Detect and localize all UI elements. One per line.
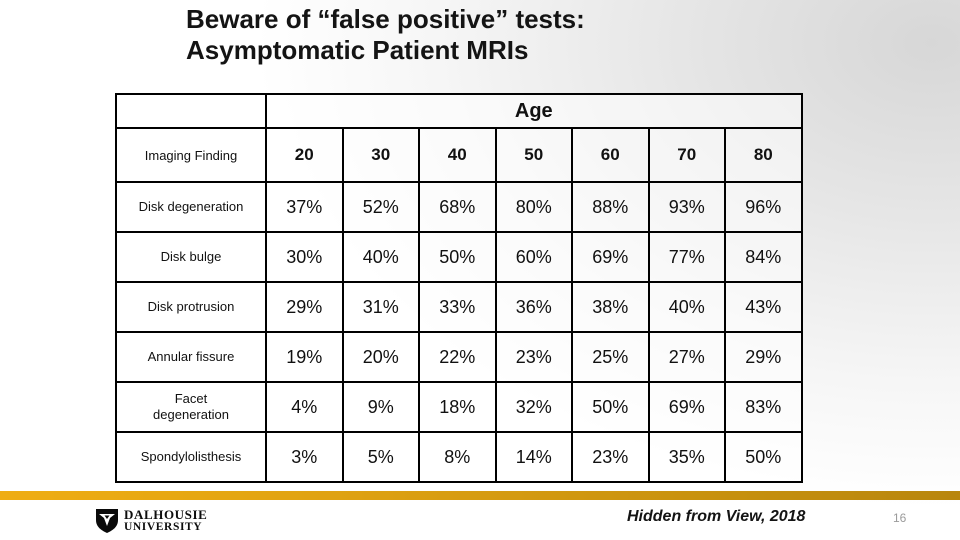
- corner-cell: [115, 93, 267, 129]
- table-row-disk-protrusion: Disk protrusion 29% 31% 33% 36% 38% 40% …: [115, 281, 803, 333]
- table-cell: 33%: [418, 281, 497, 333]
- age-column-70: 70: [647, 127, 726, 183]
- table-cell: 29%: [265, 281, 344, 333]
- table-cell: 27%: [647, 331, 726, 383]
- age-column-40: 40: [418, 127, 497, 183]
- table-cell: 50%: [418, 231, 497, 283]
- table-cell: 60%: [494, 231, 573, 283]
- table-cell: 25%: [571, 331, 650, 383]
- column-header-row: Imaging Finding 20 30 40 50 60 70 80: [115, 127, 803, 183]
- logo-university-name-line1: DALHOUSIE: [124, 507, 208, 522]
- age-column-80: 80: [724, 127, 803, 183]
- table-cell: 68%: [418, 181, 497, 233]
- table-cell: 36%: [494, 281, 573, 333]
- table-cell: 69%: [647, 381, 726, 433]
- citation-text: Hidden from View, 2018: [627, 508, 806, 525]
- table-row-annular-fissure: Annular fissure 19% 20% 22% 23% 25% 27% …: [115, 331, 803, 383]
- table-cell: 40%: [647, 281, 726, 333]
- age-group-header: Age: [265, 93, 803, 129]
- table-cell: 84%: [724, 231, 803, 283]
- age-column-30: 30: [341, 127, 420, 183]
- table-cell: 5%: [341, 431, 420, 483]
- table-cell: 50%: [571, 381, 650, 433]
- table-cell: 30%: [265, 231, 344, 283]
- table-cell: 88%: [571, 181, 650, 233]
- dalhousie-logo: DALHOUSIE UNIVERSITY: [95, 508, 207, 534]
- table-cell: 35%: [647, 431, 726, 483]
- age-group-row: Age: [115, 93, 803, 129]
- table-cell: 31%: [341, 281, 420, 333]
- row-label: Annular fissure: [115, 331, 267, 383]
- row-label: Disk protrusion: [115, 281, 267, 333]
- age-column-50: 50: [494, 127, 573, 183]
- table-cell: 80%: [494, 181, 573, 233]
- table-cell: 43%: [724, 281, 803, 333]
- table-row-facet-degeneration: Facet degeneration 4% 9% 18% 32% 50% 69%…: [115, 381, 803, 433]
- table-cell: 77%: [647, 231, 726, 283]
- table-cell: 19%: [265, 331, 344, 383]
- table-cell: 38%: [571, 281, 650, 333]
- table-cell: 69%: [571, 231, 650, 283]
- dalhousie-shield-icon: [95, 508, 119, 534]
- dalhousie-logo-text: DALHOUSIE UNIVERSITY: [124, 507, 208, 533]
- table-cell: 52%: [341, 181, 420, 233]
- table-cell: 4%: [265, 381, 344, 433]
- table-cell: 3%: [265, 431, 344, 483]
- footer-accent-bar: [0, 491, 960, 500]
- slide-title: Beware of “false positive” tests: Asympt…: [186, 4, 585, 66]
- row-label: Disk bulge: [115, 231, 267, 283]
- row-label: Facet degeneration: [115, 381, 267, 433]
- age-column-60: 60: [571, 127, 650, 183]
- table-cell: 83%: [724, 381, 803, 433]
- slide-title-line2: Asymptomatic Patient MRIs: [186, 35, 529, 65]
- table-cell: 14%: [494, 431, 573, 483]
- logo-university-name-line2: UNIVERSITY: [124, 521, 203, 533]
- table-cell: 50%: [724, 431, 803, 483]
- table-cell: 22%: [418, 331, 497, 383]
- table-cell: 96%: [724, 181, 803, 233]
- page-number: 16: [893, 511, 907, 525]
- table-cell: 18%: [418, 381, 497, 433]
- table-row-spondylolisthesis: Spondylolisthesis 3% 5% 8% 14% 23% 35% 5…: [115, 431, 803, 483]
- asymptomatic-mri-table: Age Imaging Finding 20 30 40 50 60 70 80…: [115, 93, 803, 483]
- table-cell: 29%: [724, 331, 803, 383]
- table-cell: 93%: [647, 181, 726, 233]
- table-cell: 37%: [265, 181, 344, 233]
- slide-title-line1: Beware of “false positive” tests:: [186, 4, 585, 34]
- table-row-disk-bulge: Disk bulge 30% 40% 50% 60% 69% 77% 84%: [115, 231, 803, 283]
- table-cell: 23%: [494, 331, 573, 383]
- row-label: Disk degeneration: [115, 181, 267, 233]
- table-cell: 32%: [494, 381, 573, 433]
- row-header-label: Imaging Finding: [115, 127, 267, 183]
- table-cell: 23%: [571, 431, 650, 483]
- table-cell: 20%: [341, 331, 420, 383]
- row-label: Spondylolisthesis: [115, 431, 267, 483]
- table-cell: 8%: [418, 431, 497, 483]
- table-row-disk-degeneration: Disk degeneration 37% 52% 68% 80% 88% 93…: [115, 181, 803, 233]
- age-column-20: 20: [265, 127, 344, 183]
- table-cell: 40%: [341, 231, 420, 283]
- table-cell: 9%: [341, 381, 420, 433]
